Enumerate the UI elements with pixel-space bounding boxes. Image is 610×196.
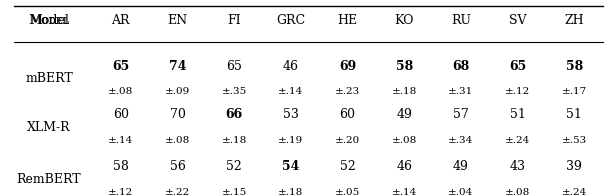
Text: RU: RU [451,14,471,27]
Text: ±.04: ±.04 [448,188,473,196]
Text: GRC: GRC [276,14,306,27]
Text: ZH: ZH [564,14,584,27]
Text: 49: 49 [453,160,469,173]
Text: ±.31: ±.31 [448,87,473,96]
Text: 52: 52 [226,160,242,173]
Text: ±.05: ±.05 [335,188,360,196]
Text: 56: 56 [170,160,185,173]
Text: 70: 70 [170,108,185,121]
Text: AR: AR [112,14,130,27]
Text: ±.12: ±.12 [108,188,134,196]
Text: ±.18: ±.18 [221,136,247,145]
Text: ±.12: ±.12 [505,87,530,96]
Text: 58: 58 [113,160,129,173]
Text: ±.17: ±.17 [562,87,587,96]
Text: 74: 74 [169,60,186,73]
Text: SV: SV [509,14,526,27]
Text: 39: 39 [566,160,582,173]
Text: HE: HE [337,14,357,27]
Text: 46: 46 [396,160,412,173]
Text: 68: 68 [452,60,470,73]
Text: ±.18: ±.18 [392,87,417,96]
Text: 69: 69 [339,60,356,73]
Text: ±.08: ±.08 [165,136,190,145]
Text: ±.18: ±.18 [278,188,303,196]
Text: ±.19: ±.19 [278,136,303,145]
Text: 58: 58 [565,60,583,73]
Text: XLM-R: XLM-R [27,121,71,134]
Text: ±.24: ±.24 [562,188,587,196]
Text: ±.23: ±.23 [335,87,360,96]
Text: 51: 51 [509,108,525,121]
Text: RemBERT: RemBERT [16,173,81,186]
Text: ±.14: ±.14 [108,136,134,145]
Text: 49: 49 [396,108,412,121]
Text: mBERT: mBERT [25,73,73,85]
Text: ±.08: ±.08 [392,136,417,145]
Text: 52: 52 [340,160,356,173]
Text: KO: KO [395,14,414,27]
Text: ±.35: ±.35 [221,87,247,96]
Text: ±.20: ±.20 [335,136,360,145]
Text: 43: 43 [509,160,526,173]
Text: 60: 60 [340,108,356,121]
Text: ±.08: ±.08 [505,188,530,196]
Text: 51: 51 [566,108,582,121]
Text: 54: 54 [282,160,300,173]
Text: Model: Model [29,14,69,27]
Text: 65: 65 [226,60,242,73]
Text: 65: 65 [509,60,526,73]
Text: ±.24: ±.24 [505,136,530,145]
Text: ±.34: ±.34 [448,136,473,145]
Text: 66: 66 [226,108,243,121]
Text: 60: 60 [113,108,129,121]
Text: ±.14: ±.14 [392,188,417,196]
Text: FI: FI [228,14,241,27]
Text: ±.09: ±.09 [165,87,190,96]
Text: 53: 53 [283,108,299,121]
Text: 65: 65 [112,60,129,73]
Text: EN: EN [167,14,187,27]
Text: ±.22: ±.22 [165,188,190,196]
Text: 46: 46 [283,60,299,73]
Text: ±.08: ±.08 [108,87,134,96]
Text: 57: 57 [453,108,468,121]
Text: Mᴏᴅᴇʟ: Mᴏᴅᴇʟ [29,14,70,27]
Text: ±.14: ±.14 [278,87,303,96]
Text: ±.53: ±.53 [562,136,587,145]
Text: ±.15: ±.15 [221,188,247,196]
Text: 58: 58 [395,60,413,73]
